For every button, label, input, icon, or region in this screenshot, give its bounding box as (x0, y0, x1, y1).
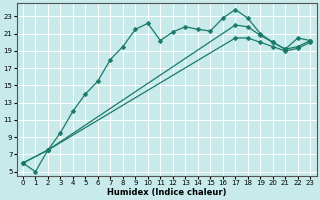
X-axis label: Humidex (Indice chaleur): Humidex (Indice chaleur) (107, 188, 226, 197)
